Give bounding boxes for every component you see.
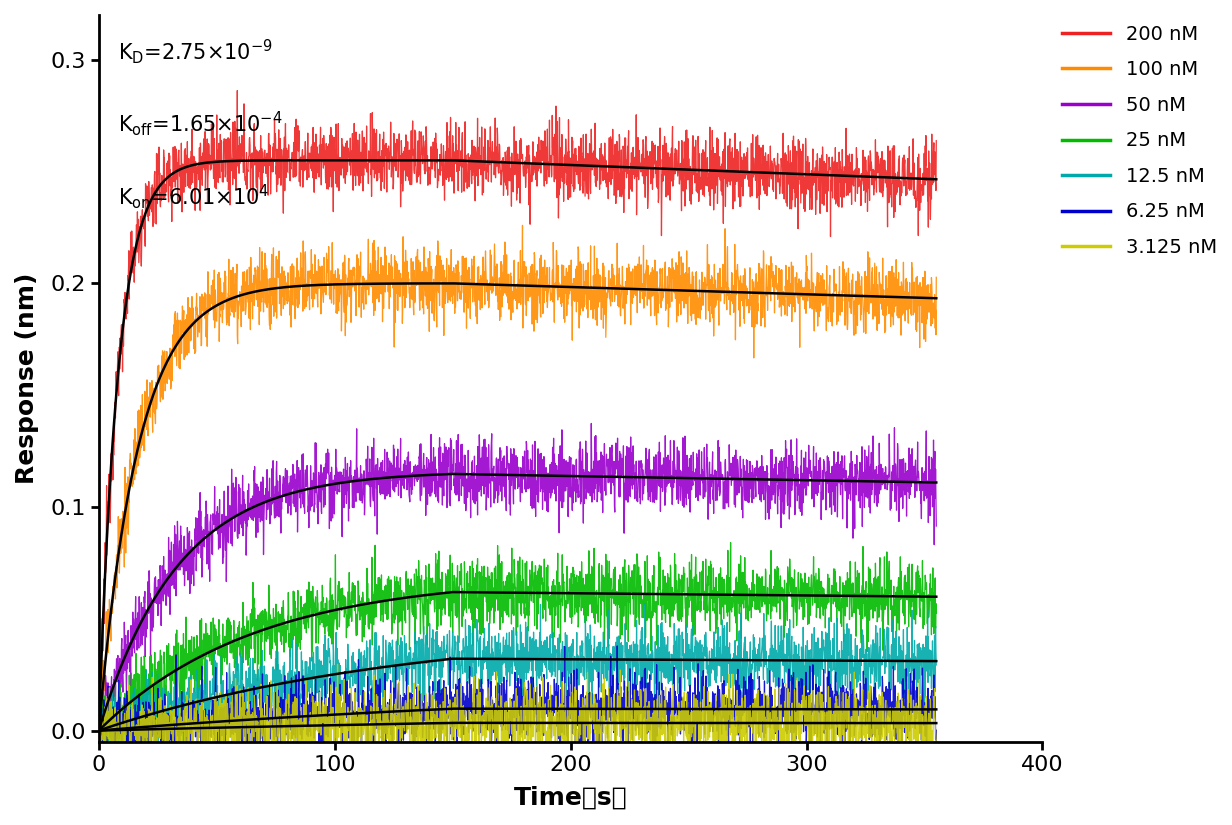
Text: K$_{\rm off}$=1.65×10$^{-4}$: K$_{\rm off}$=1.65×10$^{-4}$: [118, 110, 282, 139]
Text: K$_{\rm D}$=2.75×10$^{-9}$: K$_{\rm D}$=2.75×10$^{-9}$: [118, 37, 272, 66]
Legend: 200 nM, 100 nM, 50 nM, 25 nM, 12.5 nM, 6.25 nM, 3.125 nM: 200 nM, 100 nM, 50 nM, 25 nM, 12.5 nM, 6…: [1062, 25, 1217, 257]
Y-axis label: Response (nm): Response (nm): [15, 272, 39, 484]
X-axis label: Time（s）: Time（s）: [514, 786, 627, 810]
Text: K$_{\rm on}$=6.01×10$^{4}$: K$_{\rm on}$=6.01×10$^{4}$: [118, 182, 269, 211]
